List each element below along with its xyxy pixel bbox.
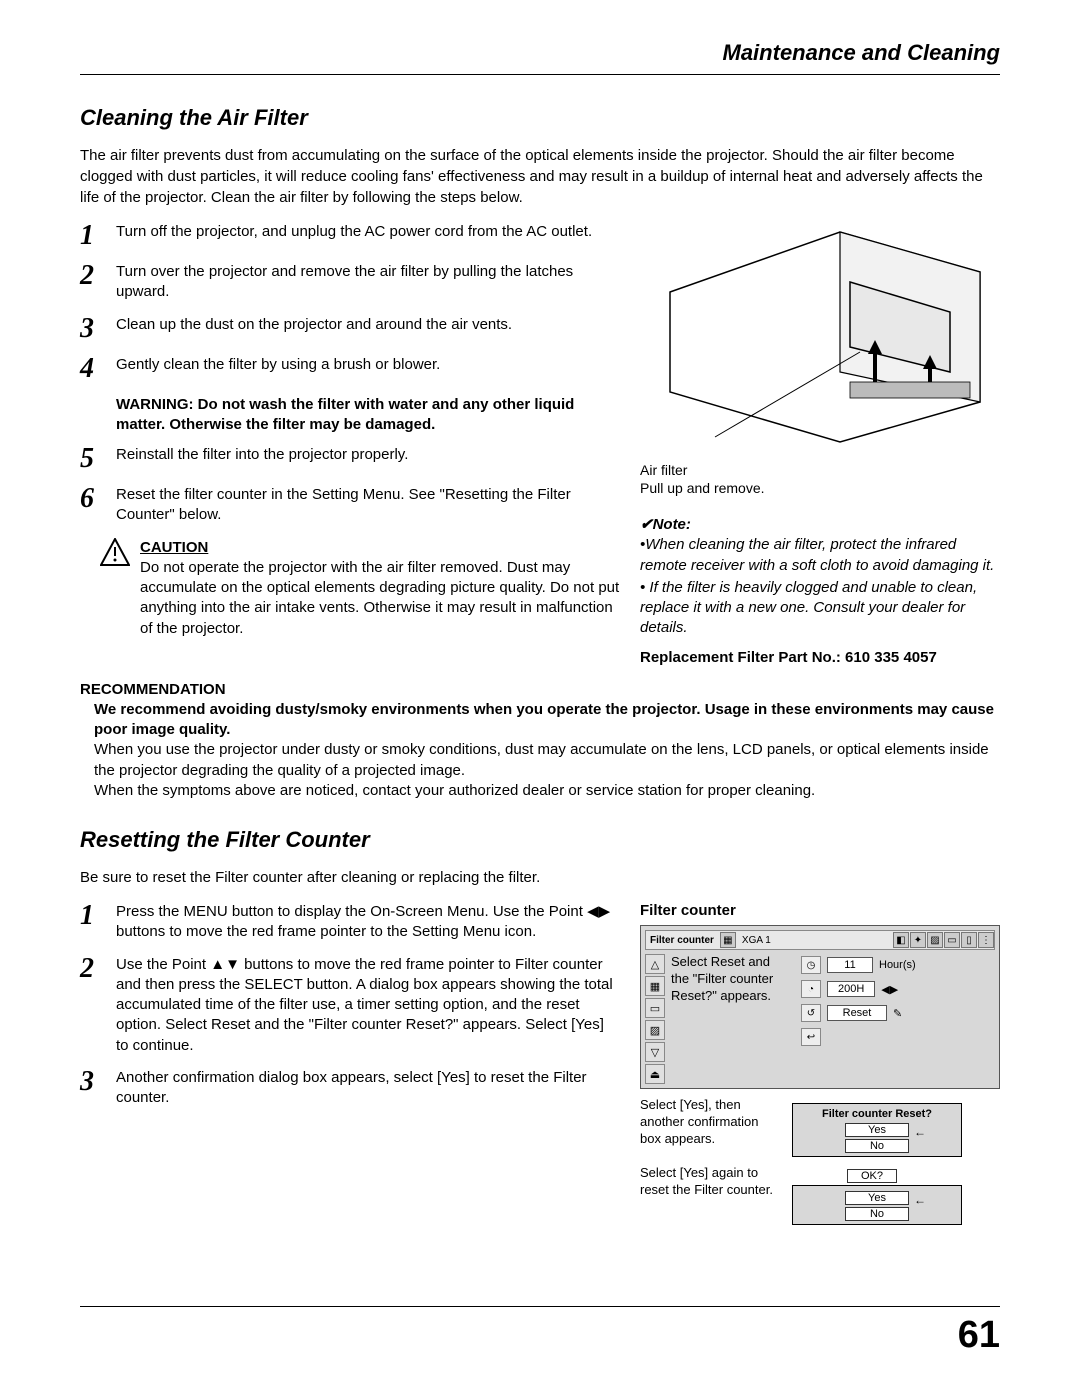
osd-titlebar: Filter counter ▦ XGA 1 ◧ ✦ ▨ ▭ ▯ ⋮ — [645, 930, 995, 950]
section1-intro: The air filter prevents dust from accumu… — [80, 145, 1000, 208]
toolbar-icon: ▯ — [961, 932, 977, 948]
hours-value: 11 — [827, 957, 873, 973]
toolbar-icon: ✦ — [910, 932, 926, 948]
step-number: 3 — [80, 1068, 104, 1096]
page-number: 61 — [958, 1314, 1000, 1357]
no-button[interactable]: No — [845, 1139, 909, 1153]
warning-text: WARNING: Do not wash the filter with wat… — [116, 395, 620, 436]
toolbar-icon: ◧ — [893, 932, 909, 948]
warning-triangle-icon — [100, 538, 130, 566]
caution-head: CAUTION — [140, 539, 208, 556]
arrow-down-icon: ▽ — [645, 1042, 665, 1062]
step-text: Turn over the projector and remove the a… — [116, 262, 620, 303]
step-number: 4 — [80, 355, 104, 383]
note-item: •When cleaning the air filter, protect t… — [640, 535, 1000, 576]
dialog-title: Filter counter Reset? — [796, 1107, 958, 1121]
dialog-filter-reset: Filter counter Reset? Yes← No — [792, 1103, 962, 1157]
reset-label: Reset — [827, 1005, 887, 1021]
pointer-arrow-icon: ← — [914, 1193, 926, 1207]
caution-body: Do not operate the projector with the ai… — [140, 559, 619, 637]
timer-icon: ◔ — [801, 980, 821, 998]
step-text: Another confirmation dialog box appears,… — [116, 1068, 620, 1109]
arrow-up-icon: △ — [645, 954, 665, 974]
step-text: Gently clean the filter by using a brush… — [116, 355, 620, 375]
replacement-part-no: Replacement Filter Part No.: 610 335 405… — [640, 649, 1000, 666]
toolbar-icon: ▭ — [944, 932, 960, 948]
dialog-ok-confirm: Yes← No — [792, 1185, 962, 1225]
step-number: 1 — [80, 222, 104, 250]
pointer-icon: ✎ — [893, 1007, 902, 1020]
section1-title: Cleaning the Air Filter — [80, 105, 1000, 131]
exit-icon: ⏏ — [645, 1064, 665, 1084]
caution-block: CAUTION Do not operate the projector wit… — [100, 538, 620, 639]
step-number: 2 — [80, 955, 104, 983]
section1-steps: 1 Turn off the projector, and unplug the … — [80, 222, 620, 666]
recommendation-bold: We recommend avoiding dusty/smoky enviro… — [80, 700, 1000, 741]
note-item: • If the filter is heavily clogged and u… — [640, 578, 1000, 639]
ok-label: OK? — [847, 1169, 897, 1183]
step-number: 1 — [80, 902, 104, 930]
no-button[interactable]: No — [845, 1207, 909, 1221]
osd-title-label: Filter counter — [650, 935, 714, 946]
section2-steps: 1 Press the MENU button to display the On… — [80, 902, 620, 1225]
lr-arrows-icon: ◀▶ — [881, 983, 898, 996]
figure-label-1: Air filter — [640, 462, 687, 478]
step-text: Clean up the dust on the projector and a… — [116, 315, 620, 335]
osd-desc-2: Select [Yes], then another confirmation … — [640, 1097, 782, 1157]
toolbar-icon: ▨ — [927, 932, 943, 948]
note-head: ✔Note: — [640, 515, 1000, 533]
projector-diagram — [640, 222, 1000, 452]
mode-icon: ▦ — [720, 932, 736, 948]
reset-icon: ↺ — [801, 1004, 821, 1022]
step-text: Reinstall the filter into the projector … — [116, 445, 620, 465]
return-icon: ↩ — [801, 1028, 821, 1046]
pointer-arrow-icon: ← — [914, 1125, 926, 1139]
step-number: 5 — [80, 445, 104, 473]
clock-icon: ◷ — [801, 956, 821, 974]
yes-button[interactable]: Yes← — [845, 1191, 909, 1205]
osd-settings: ◷ 11 Hour(s) ◔ 200H ◀▶ ↺ Res — [801, 954, 995, 1084]
step-text: Use the Point ▲▼ buttons to move the red… — [116, 955, 620, 1056]
osd-menu-panel: Filter counter ▦ XGA 1 ◧ ✦ ▨ ▭ ▯ ⋮ △ — [640, 925, 1000, 1089]
hours-suffix: Hour(s) — [879, 959, 916, 971]
page-header: Maintenance and Cleaning — [80, 40, 1000, 75]
recommendation-body: When you use the projector under dusty o… — [80, 740, 1000, 781]
footer-rule — [80, 1306, 1000, 1307]
timer-value: 200H — [827, 981, 875, 997]
osd-desc-1: Select Reset and the "Filter counter Res… — [671, 954, 791, 1070]
figure-label-2: Pull up and remove. — [640, 480, 765, 496]
panel-heading: Filter counter — [640, 902, 1000, 919]
header-title: Maintenance and Cleaning — [80, 40, 1000, 66]
step-text: Press the MENU button to display the On-… — [116, 902, 620, 943]
section-resetting-filter-counter: Resetting the Filter Counter Be sure to … — [80, 827, 1000, 1225]
osd-desc-3: Select [Yes] again to reset the Filter c… — [640, 1165, 782, 1225]
filter-counter-panel-column: Filter counter Filter counter ▦ XGA 1 ◧ … — [640, 902, 1000, 1225]
sidebar-icon: ▦ — [645, 976, 665, 996]
step-number: 3 — [80, 315, 104, 343]
step-number: 6 — [80, 485, 104, 513]
sidebar-icon: ▨ — [645, 1020, 665, 1040]
sidebar-icon: ▭ — [645, 998, 665, 1018]
osd-sidebar: △ ▦ ▭ ▨ ▽ ⏏ — [645, 954, 667, 1084]
osd-mode: XGA 1 — [742, 935, 771, 946]
section2-intro: Be sure to reset the Filter counter afte… — [80, 867, 1000, 888]
recommendation-head: RECOMMENDATION — [80, 680, 1000, 700]
step-text: Reset the filter counter in the Setting … — [116, 485, 620, 526]
recommendation-body: When the symptoms above are noticed, con… — [80, 781, 1000, 801]
toolbar-icon: ⋮ — [978, 932, 994, 948]
step-text: Turn off the projector, and unplug the A… — [116, 222, 620, 242]
section-cleaning-air-filter: Cleaning the Air Filter The air filter p… — [80, 105, 1000, 801]
section2-title: Resetting the Filter Counter — [80, 827, 1000, 853]
step-number: 2 — [80, 262, 104, 290]
recommendation-block: RECOMMENDATION We recommend avoiding dus… — [80, 680, 1000, 802]
yes-button[interactable]: Yes← — [845, 1123, 909, 1137]
section1-figure-column: Air filter Pull up and remove. ✔Note: •W… — [640, 222, 1000, 666]
